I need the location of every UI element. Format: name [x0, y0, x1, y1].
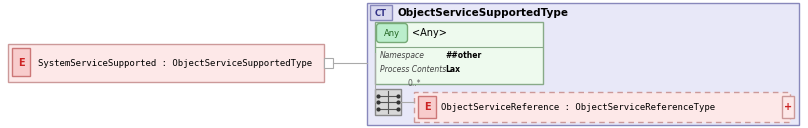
Text: ObjectServiceReference : ObjectServiceReferenceType: ObjectServiceReference : ObjectServiceRe… — [441, 103, 715, 111]
Text: E: E — [18, 58, 24, 68]
Text: SystemServiceSupported : ObjectServiceSupportedType: SystemServiceSupported : ObjectServiceSu… — [38, 58, 312, 67]
Text: Lax: Lax — [445, 66, 460, 74]
Text: Namespace: Namespace — [380, 51, 425, 61]
Text: E: E — [423, 102, 431, 112]
Bar — [414, 92, 790, 122]
Bar — [418, 96, 436, 118]
Bar — [375, 89, 401, 115]
Text: Any: Any — [384, 29, 400, 38]
Text: CT: CT — [375, 8, 387, 18]
Text: ObjectServiceSupportedType: ObjectServiceSupportedType — [398, 8, 569, 18]
FancyBboxPatch shape — [377, 24, 407, 42]
Text: Process Contents: Process Contents — [380, 66, 446, 74]
Bar — [324, 58, 333, 68]
Text: ##other: ##other — [445, 51, 482, 61]
Bar — [367, 3, 799, 125]
Bar — [782, 96, 794, 118]
Text: +: + — [784, 102, 792, 112]
Bar — [375, 22, 543, 84]
Text: 0..*: 0..* — [408, 79, 422, 88]
Bar — [8, 44, 324, 82]
Bar — [12, 48, 30, 76]
Bar — [370, 5, 392, 20]
Text: <Any>: <Any> — [412, 28, 447, 38]
